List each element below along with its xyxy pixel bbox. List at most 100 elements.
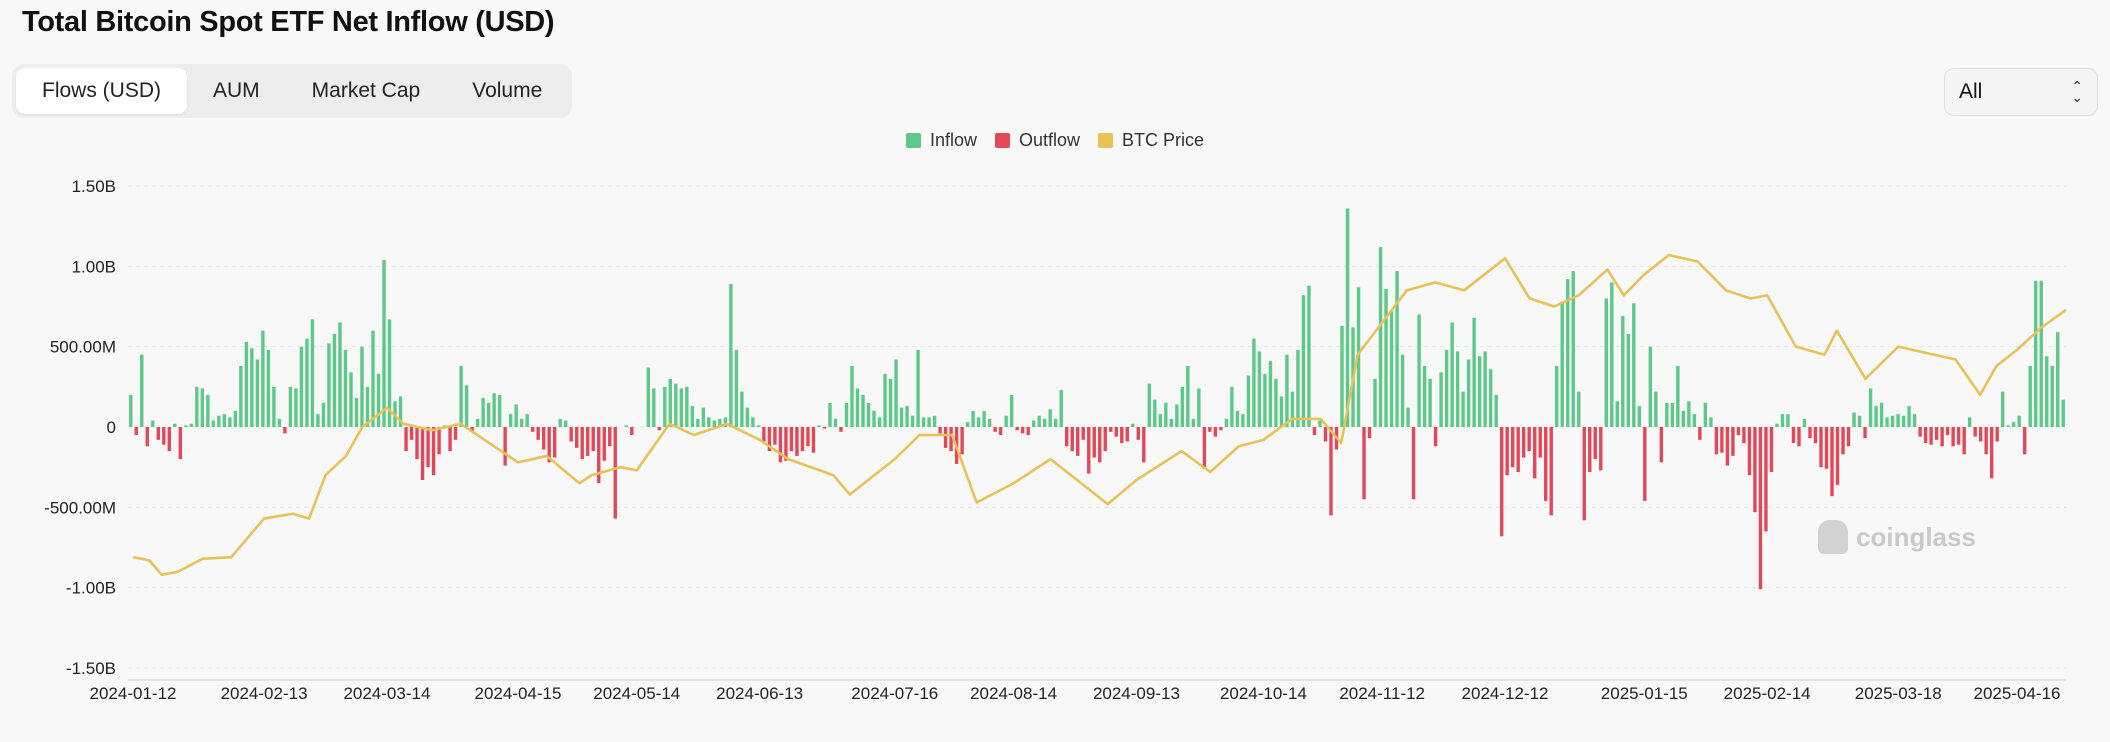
outflow-bar[interactable] xyxy=(1747,427,1752,476)
inflow-bar[interactable] xyxy=(2056,332,2060,427)
inflow-bar[interactable] xyxy=(1241,414,1245,427)
inflow-bar[interactable] xyxy=(332,333,337,427)
outflow-bar[interactable] xyxy=(1918,427,1922,437)
legend-inflow[interactable]: Inflow xyxy=(905,130,977,151)
tab-volume[interactable]: Volume xyxy=(472,79,543,102)
outflow-bar[interactable] xyxy=(1989,427,1994,479)
outflow-bar[interactable] xyxy=(1142,427,1146,463)
outflow-bar[interactable] xyxy=(1813,427,1818,444)
legend-btc-price[interactable]: BTC Price xyxy=(1098,130,1204,151)
inflow-bar[interactable] xyxy=(1422,365,1427,427)
inflow-bar[interactable] xyxy=(1780,414,1785,427)
inflow-bar[interactable] xyxy=(1031,420,1036,427)
inflow-bar[interactable] xyxy=(525,414,529,427)
inflow-bar[interactable] xyxy=(1318,420,1322,427)
outflow-bar[interactable] xyxy=(1020,427,1025,434)
outflow-bar[interactable] xyxy=(1433,427,1438,447)
inflow-bar[interactable] xyxy=(1279,396,1284,427)
outflow-bar[interactable] xyxy=(1538,427,1542,458)
inflow-bar[interactable] xyxy=(910,415,915,427)
outflow-bar[interactable] xyxy=(1714,427,1719,455)
inflow-bar[interactable] xyxy=(261,330,265,427)
inflow-bar[interactable] xyxy=(2045,356,2049,427)
inflow-bar[interactable] xyxy=(1444,349,1449,427)
outflow-bar[interactable] xyxy=(1764,427,1768,532)
inflow-bar[interactable] xyxy=(354,398,359,427)
inflow-bar[interactable] xyxy=(1395,271,1399,427)
inflow-bar[interactable] xyxy=(872,410,876,427)
outflow-bar[interactable] xyxy=(1797,427,1801,447)
inflow-bar[interactable] xyxy=(899,407,904,427)
inflow-bar[interactable] xyxy=(1263,373,1267,427)
inflow-bar[interactable] xyxy=(1477,356,1482,427)
outflow-bar[interactable] xyxy=(1819,427,1823,468)
inflow-bar[interactable] xyxy=(1494,394,1498,427)
inflow-bar[interactable] xyxy=(1885,417,1889,427)
inflow-bar[interactable] xyxy=(1857,415,1862,427)
inflow-bar[interactable] xyxy=(1560,301,1564,427)
inflow-bar[interactable] xyxy=(646,367,650,427)
outflow-bar[interactable] xyxy=(420,427,425,481)
inflow-bar[interactable] xyxy=(310,319,315,427)
inflow-bar[interactable] xyxy=(481,398,485,427)
inflow-bar[interactable] xyxy=(244,341,249,427)
outflow-bar[interactable] xyxy=(1329,427,1333,516)
inflow-bar[interactable] xyxy=(1907,406,1911,427)
outflow-bar[interactable] xyxy=(1081,427,1085,440)
inflow-bar[interactable] xyxy=(1571,271,1575,427)
inflow-bar[interactable] xyxy=(376,373,381,427)
inflow-bar[interactable] xyxy=(707,417,711,427)
inflow-bar[interactable] xyxy=(1466,359,1471,427)
outflow-bar[interactable] xyxy=(1026,427,1030,436)
inflow-bar[interactable] xyxy=(1802,418,1807,427)
inflow-bar[interactable] xyxy=(1147,383,1152,427)
outflow-bar[interactable] xyxy=(1736,427,1741,436)
outflow-bar[interactable] xyxy=(1516,427,1520,472)
outflow-bar[interactable] xyxy=(1312,427,1317,436)
inflow-bar[interactable] xyxy=(343,349,348,427)
outflow-bar[interactable] xyxy=(1087,427,1091,474)
inflow-bar[interactable] xyxy=(701,407,706,427)
inflow-bar[interactable] xyxy=(173,423,177,427)
inflow-bar[interactable] xyxy=(250,348,254,427)
outflow-bar[interactable] xyxy=(437,427,441,455)
outflow-bar[interactable] xyxy=(1362,427,1366,500)
inflow-bar[interactable] xyxy=(1632,303,1636,427)
inflow-bar[interactable] xyxy=(1373,378,1377,427)
inflow-bar[interactable] xyxy=(1301,295,1306,427)
inflow-bar[interactable] xyxy=(927,417,931,427)
inflow-bar[interactable] xyxy=(751,417,755,427)
inflow-bar[interactable] xyxy=(217,415,221,427)
outflow-bar[interactable] xyxy=(778,427,783,463)
inflow-bar[interactable] xyxy=(1852,412,1856,427)
outflow-bar[interactable] xyxy=(1532,427,1537,479)
inflow-bar[interactable] xyxy=(382,259,386,427)
inflow-bar[interactable] xyxy=(398,396,403,427)
inflow-bar[interactable] xyxy=(883,373,887,427)
inflow-bar[interactable] xyxy=(349,372,353,427)
outflow-bar[interactable] xyxy=(806,427,810,447)
inflow-bar[interactable] xyxy=(1224,418,1229,427)
inflow-bar[interactable] xyxy=(1406,407,1410,427)
inflow-bar[interactable] xyxy=(266,349,271,427)
inflow-bar[interactable] xyxy=(1384,288,1388,427)
inflow-bar[interactable] xyxy=(1775,423,1779,427)
inflow-bar[interactable] xyxy=(508,414,513,427)
inflow-bar[interactable] xyxy=(1246,375,1251,427)
inflow-bar[interactable] xyxy=(2017,415,2021,427)
inflow-bar[interactable] xyxy=(288,386,293,427)
inflow-bar[interactable] xyxy=(514,404,518,427)
inflow-bar[interactable] xyxy=(184,425,188,427)
outflow-bar[interactable] xyxy=(1367,427,1372,439)
outflow-bar[interactable] xyxy=(1753,427,1757,513)
tab-market-cap[interactable]: Market Cap xyxy=(311,79,421,102)
outflow-bar[interactable] xyxy=(426,427,430,468)
inflow-bar[interactable] xyxy=(745,407,750,427)
inflow-bar[interactable] xyxy=(1450,322,1454,427)
outflow-bar[interactable] xyxy=(541,427,546,450)
inflow-bar[interactable] xyxy=(723,417,728,427)
outflow-bar[interactable] xyxy=(1499,427,1504,537)
outflow-bar[interactable] xyxy=(145,427,149,447)
inflow-bar[interactable] xyxy=(211,420,216,427)
time-range-select[interactable]: All ⌃ ⌄ xyxy=(1944,68,2098,116)
